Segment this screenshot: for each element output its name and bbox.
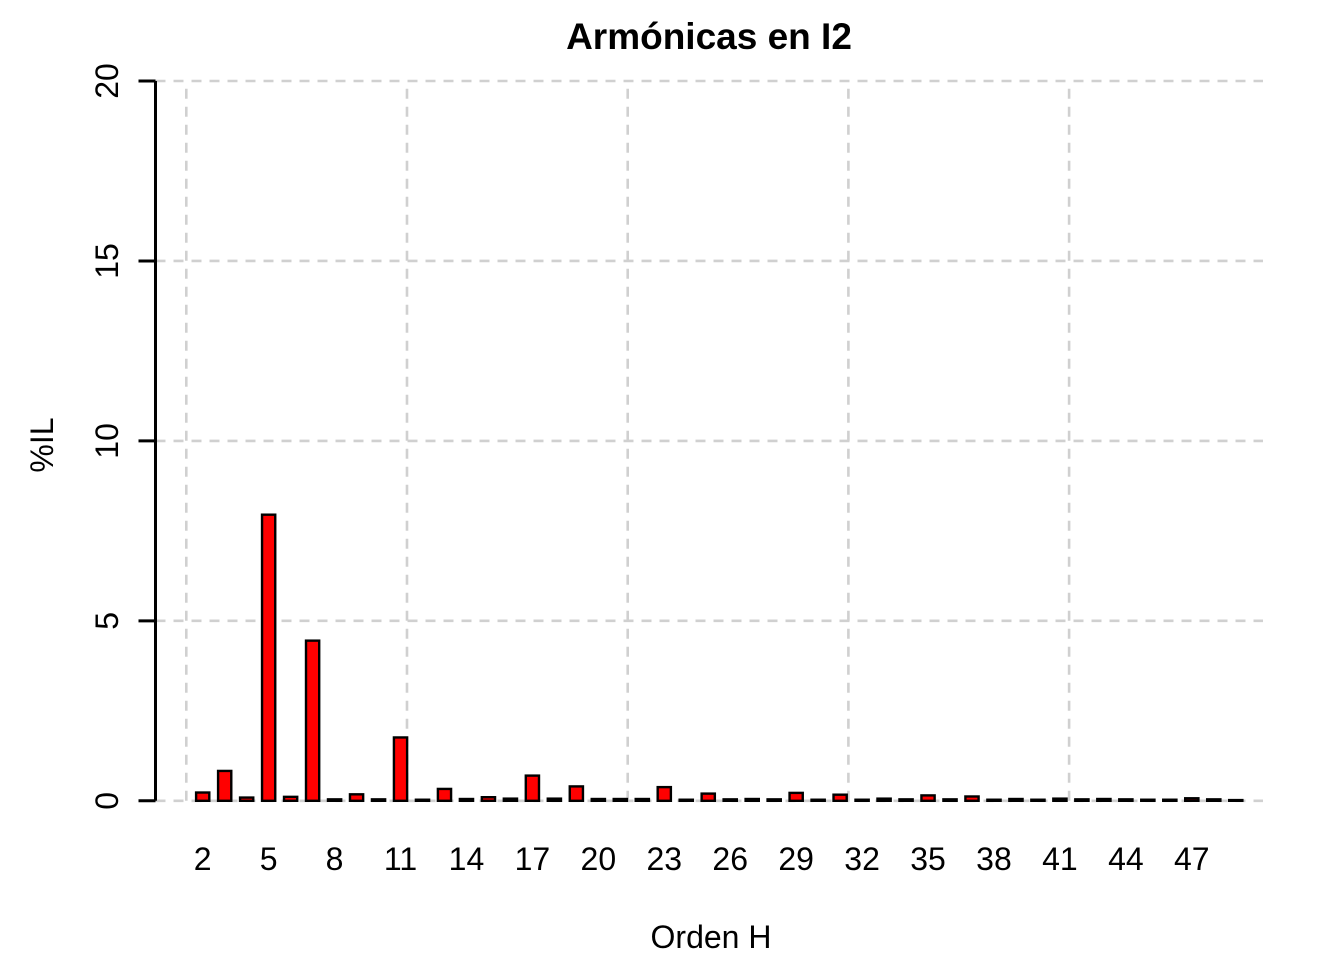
bar-h25 [700, 792, 717, 802]
bar-h44 [1118, 798, 1134, 803]
bar-h40 [1030, 798, 1046, 802]
x-tick-label: 17 [515, 841, 551, 877]
bar-h12 [414, 798, 431, 802]
bar-h36 [942, 798, 958, 803]
bar-h32 [854, 798, 870, 802]
bar-h23 [656, 785, 673, 802]
y-tick-label: 15 [89, 243, 125, 279]
bar-h26 [722, 798, 739, 803]
x-tick-label: 14 [449, 841, 485, 877]
bar-h38 [986, 798, 1002, 802]
bar-h39 [1008, 797, 1024, 802]
bar-h3 [216, 769, 233, 802]
bar-h15 [480, 796, 497, 802]
bar-h5 [260, 513, 277, 803]
x-tick-label: 44 [1108, 841, 1144, 877]
bar-h4 [238, 796, 255, 803]
bar-h10 [370, 798, 387, 803]
y-tick-label: 5 [89, 612, 125, 630]
x-tick-label: 2 [194, 841, 212, 877]
bar-h18 [546, 797, 563, 803]
bar-h2 [194, 791, 211, 802]
bar-h45 [1140, 798, 1156, 802]
bar-h20 [590, 797, 607, 802]
x-tick-label: 5 [260, 841, 278, 877]
bar-h9 [348, 793, 365, 802]
x-tick-label: 41 [1042, 841, 1078, 877]
bar-h29 [788, 791, 804, 803]
bar-h19 [568, 785, 585, 802]
bar-h33 [876, 797, 892, 803]
x-tick-label: 11 [384, 841, 417, 877]
bar-h41 [1052, 797, 1068, 803]
bar-h22 [634, 797, 651, 802]
bar-h37 [964, 795, 980, 803]
bar-h24 [678, 798, 695, 802]
chart-title: Armónicas en I2 [566, 16, 852, 57]
y-tick-label: 0 [89, 792, 125, 810]
bar-h43 [1096, 797, 1112, 802]
bar-h35 [920, 794, 936, 802]
bar-h21 [612, 797, 629, 802]
bar-h46 [1162, 798, 1178, 802]
bar-h8 [326, 798, 343, 803]
bar-h27 [744, 797, 760, 802]
bar-h14 [458, 797, 475, 802]
bar-h13 [436, 787, 453, 802]
bar-h16 [502, 797, 519, 803]
y-axis-title: %IL [24, 417, 60, 473]
bar-h30 [810, 798, 826, 802]
x-tick-label: 29 [778, 841, 814, 877]
bar-h49 [1227, 798, 1244, 803]
x-tick-label: 23 [646, 841, 682, 877]
bar-h7 [304, 639, 321, 802]
x-tick-label: 32 [844, 841, 880, 877]
bar-h17 [524, 774, 541, 802]
y-tick-label: 10 [89, 423, 125, 459]
bar-h28 [766, 798, 782, 803]
bar-h31 [832, 793, 848, 803]
y-tick-label: 20 [89, 63, 125, 99]
bar-h34 [898, 798, 914, 803]
x-tick-label: 35 [910, 841, 946, 877]
x-tick-label: 20 [581, 841, 617, 877]
bar-h47 [1183, 797, 1200, 803]
bar-h11 [392, 736, 409, 802]
x-tick-label: 38 [976, 841, 1012, 877]
x-axis-title: Orden H [650, 919, 772, 955]
x-tick-label: 8 [326, 841, 344, 877]
bar-h42 [1074, 798, 1090, 803]
bar-h6 [282, 795, 299, 803]
bar-h48 [1205, 798, 1222, 803]
x-tick-label: 47 [1174, 841, 1210, 877]
x-tick-label: 26 [712, 841, 748, 877]
